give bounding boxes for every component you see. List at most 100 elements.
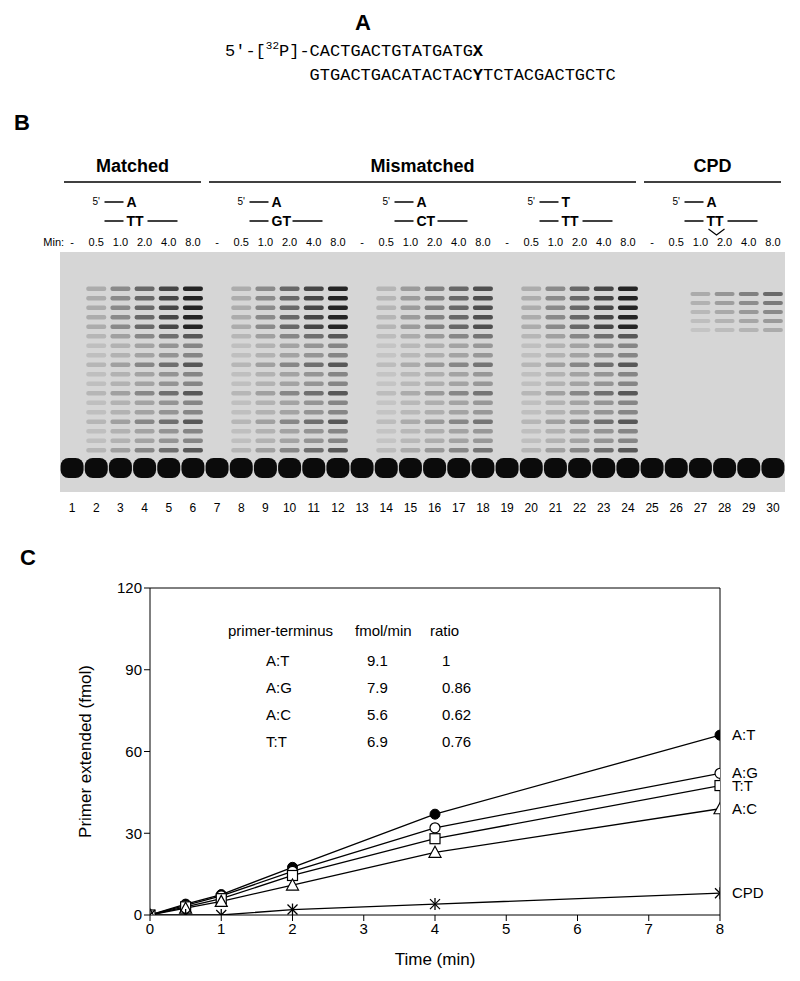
- svg-text:13: 13: [355, 501, 369, 515]
- svg-text:0.5: 0.5: [234, 236, 249, 248]
- svg-text:60: 60: [125, 743, 142, 760]
- svg-text:28: 28: [718, 501, 732, 515]
- svg-text:24: 24: [621, 501, 635, 515]
- svg-text:4.0: 4.0: [596, 236, 611, 248]
- svg-text:A: A: [127, 194, 137, 210]
- svg-text:8.0: 8.0: [475, 236, 490, 248]
- svg-text:-: -: [70, 236, 74, 248]
- svg-text:5': 5': [673, 196, 681, 207]
- svg-text:2.0: 2.0: [717, 236, 732, 248]
- svg-text:8.0: 8.0: [620, 236, 635, 248]
- svg-text:0: 0: [134, 906, 142, 923]
- svg-text:15: 15: [404, 501, 418, 515]
- svg-text:5'-[32P]-CACTGACTGTATGATGX: 5'-[32P]-CACTGACTGTATGATGX: [225, 40, 484, 61]
- svg-text:30: 30: [766, 501, 780, 515]
- svg-text:-: -: [215, 236, 219, 248]
- svg-text:1.0: 1.0: [548, 236, 563, 248]
- svg-text:T:T: T:T: [732, 777, 753, 794]
- svg-text:GTGACTGACATACTACYTCTACGACTGCTC: GTGACTGACATACTACYTCTACGACTGCTC: [310, 66, 616, 85]
- svg-text:5': 5': [383, 196, 391, 207]
- svg-text:1.0: 1.0: [258, 236, 273, 248]
- svg-text:Mismatched: Mismatched: [370, 156, 474, 176]
- svg-text:Primer extended (fmol): Primer extended (fmol): [76, 665, 95, 838]
- svg-text:CPD: CPD: [732, 884, 764, 901]
- svg-text:8.0: 8.0: [765, 236, 780, 248]
- svg-text:3: 3: [360, 920, 368, 937]
- svg-text:20: 20: [525, 501, 539, 515]
- svg-text:5': 5': [238, 196, 246, 207]
- svg-text:0.5: 0.5: [89, 236, 104, 248]
- svg-text:21: 21: [549, 501, 563, 515]
- svg-text:TT: TT: [562, 213, 580, 229]
- svg-text:2.0: 2.0: [282, 236, 297, 248]
- svg-text:14: 14: [380, 501, 394, 515]
- svg-text:GT: GT: [272, 213, 292, 229]
- svg-text:26: 26: [670, 501, 684, 515]
- svg-text:27: 27: [694, 501, 708, 515]
- svg-text:29: 29: [742, 501, 756, 515]
- svg-text:-: -: [505, 236, 509, 248]
- svg-text:12: 12: [331, 501, 345, 515]
- svg-text:120: 120: [117, 579, 142, 596]
- svg-text:Matched: Matched: [96, 156, 169, 176]
- svg-text:22: 22: [573, 501, 587, 515]
- svg-text:TT: TT: [127, 213, 145, 229]
- svg-text:10: 10: [283, 501, 297, 515]
- svg-text:11: 11: [308, 501, 321, 515]
- svg-text:CPD: CPD: [693, 156, 731, 176]
- svg-text:1.0: 1.0: [693, 236, 708, 248]
- svg-text:7: 7: [645, 920, 653, 937]
- svg-text:16: 16: [428, 501, 442, 515]
- svg-text:90: 90: [125, 661, 142, 678]
- svg-text:1: 1: [217, 920, 225, 937]
- svg-text:8.0: 8.0: [330, 236, 345, 248]
- svg-text:2.0: 2.0: [427, 236, 442, 248]
- svg-text:0.5: 0.5: [524, 236, 539, 248]
- svg-text:1: 1: [69, 501, 76, 515]
- svg-text:TT: TT: [707, 213, 725, 229]
- svg-text:5': 5': [528, 196, 536, 207]
- svg-text:23: 23: [597, 501, 611, 515]
- svg-text:5: 5: [165, 501, 172, 515]
- svg-text:4.0: 4.0: [451, 236, 466, 248]
- svg-text:8.0: 8.0: [185, 236, 200, 248]
- svg-text:5: 5: [502, 920, 510, 937]
- svg-text:2: 2: [288, 920, 296, 937]
- svg-text:6: 6: [190, 501, 197, 515]
- svg-text:-: -: [650, 236, 654, 248]
- svg-text:2.0: 2.0: [137, 236, 152, 248]
- svg-text:A: A: [272, 194, 282, 210]
- svg-text:0.5: 0.5: [669, 236, 684, 248]
- svg-text:4.0: 4.0: [161, 236, 176, 248]
- svg-text:4.0: 4.0: [306, 236, 321, 248]
- svg-text:7: 7: [214, 501, 221, 515]
- svg-text:Min:: Min:: [43, 236, 64, 248]
- svg-text:2: 2: [93, 501, 100, 515]
- svg-text:3: 3: [117, 501, 124, 515]
- svg-text:A:T: A:T: [732, 726, 755, 743]
- svg-text:5': 5': [93, 196, 101, 207]
- svg-text:25: 25: [645, 501, 659, 515]
- svg-text:18: 18: [476, 501, 490, 515]
- svg-text:B: B: [14, 110, 30, 135]
- svg-text:0: 0: [146, 920, 154, 937]
- svg-text:8: 8: [716, 920, 724, 937]
- svg-text:17: 17: [452, 501, 466, 515]
- svg-text:1.0: 1.0: [403, 236, 418, 248]
- svg-text:-: -: [360, 236, 364, 248]
- svg-text:0.5: 0.5: [379, 236, 394, 248]
- svg-text:A: A: [417, 194, 427, 210]
- svg-text:6: 6: [573, 920, 581, 937]
- svg-text:4: 4: [431, 920, 439, 937]
- svg-text:4.0: 4.0: [741, 236, 756, 248]
- svg-text:30: 30: [125, 825, 142, 842]
- svg-text:19: 19: [500, 501, 514, 515]
- svg-text:T: T: [562, 194, 571, 210]
- svg-text:Time (min): Time (min): [395, 950, 476, 969]
- svg-text:CT: CT: [417, 213, 436, 229]
- svg-text:4: 4: [141, 501, 148, 515]
- svg-text:2.0: 2.0: [572, 236, 587, 248]
- svg-text:A: A: [355, 10, 371, 35]
- svg-text:A: A: [707, 194, 717, 210]
- svg-text:A:C: A:C: [732, 800, 757, 817]
